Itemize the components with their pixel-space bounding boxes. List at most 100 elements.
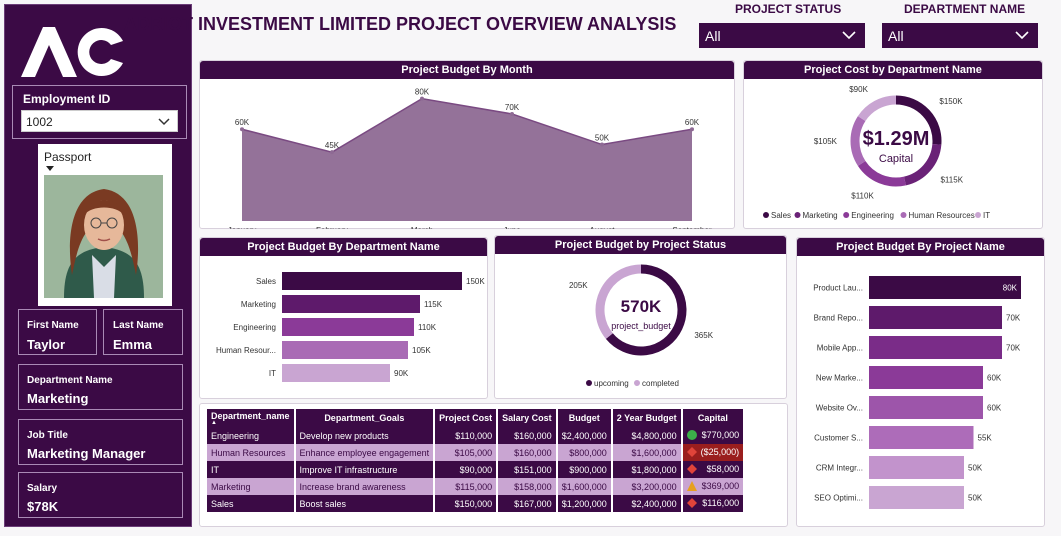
legend-label: upcoming	[594, 379, 629, 388]
table-cell: $4,800,000	[612, 427, 681, 444]
data-point	[690, 127, 694, 132]
table-cell: Marketing	[207, 478, 294, 495]
table-cell: Boost sales	[295, 495, 434, 512]
legend-marker	[634, 380, 640, 386]
job-title-label: Job Title	[27, 430, 68, 441]
slice-label: $115K	[940, 176, 963, 185]
budget-by-month-chart: 60K January 45K February 80K March 70K June 50K A…	[228, 88, 712, 229]
legend-marker	[900, 212, 907, 218]
data-label: 115K	[424, 300, 443, 309]
slice-label: 365K	[694, 331, 713, 340]
bar	[869, 396, 983, 419]
salary-card: Salary $78K	[18, 472, 183, 518]
passport-label: Passport	[44, 150, 92, 164]
table-cell: Enhance employee engagement	[295, 444, 434, 461]
table-cell: $1,600,000	[557, 478, 611, 495]
category-label: IT	[269, 369, 276, 378]
company-logo	[21, 27, 123, 77]
slice-label: $150K	[939, 97, 963, 106]
table-cell: $900,000	[557, 461, 611, 478]
donut-slice	[903, 143, 942, 186]
department-filter[interactable]: All	[882, 23, 1038, 48]
donut-slice	[850, 116, 866, 166]
donut-center-value: $1.29M	[863, 128, 930, 150]
first-name-value: Taylor	[27, 337, 66, 352]
table-cell: Increase brand awareness	[295, 478, 434, 495]
table-header-cell[interactable]: Department_name ▲	[207, 409, 294, 427]
data-point	[330, 150, 334, 155]
bar	[869, 336, 1002, 359]
budget-by-department-title: Project Budget By Department Name	[200, 238, 487, 256]
employment-id-value: 1002	[26, 115, 53, 129]
category-label: Marketing	[241, 300, 276, 309]
department-card: Department Name Marketing	[18, 364, 183, 410]
bar	[282, 295, 420, 313]
data-point	[420, 96, 424, 101]
category-label: Website Ov...	[816, 404, 863, 413]
bar	[869, 456, 964, 479]
budget-by-month-title: Project Budget By Month	[200, 61, 734, 79]
data-label: 60K	[685, 118, 700, 127]
table-header-cell[interactable]: Budget	[557, 409, 611, 427]
job-title-card: Job Title Marketing Manager	[18, 419, 183, 465]
job-title-value: Marketing Manager	[27, 446, 146, 461]
table-cell: $369,000	[682, 478, 744, 495]
passport-photo	[44, 175, 163, 298]
bar	[282, 318, 414, 336]
table-cell: $158,000	[498, 478, 556, 495]
data-label: 50K	[968, 464, 983, 473]
legend-label: Engineering	[851, 211, 894, 220]
table-cell: IT	[207, 461, 294, 478]
department-filter-label: DEPARTMENT NAME	[904, 2, 1026, 16]
budget-by-status-title: Project Budget by Project Status	[495, 236, 786, 254]
x-tick-label: February	[316, 226, 348, 229]
donut-center-label: project_budget	[611, 321, 671, 331]
department-filter-value: All	[888, 28, 904, 44]
slice-label: $90K	[849, 85, 868, 94]
legend-marker	[975, 212, 981, 218]
data-label: 150K	[466, 277, 485, 286]
slice-label: 205K	[569, 281, 588, 290]
last-name-label: Last Name	[113, 320, 164, 331]
budget-by-status-chart: 365K 205K 570K project_budget upcoming comple…	[569, 264, 714, 388]
cost-by-department-chart: $150K $115K $110K $105K $90K $1.29M Capital Sal…	[763, 85, 990, 220]
legend-label: Human Resources	[909, 211, 975, 220]
data-label: 60K	[235, 118, 250, 127]
table-cell: ($25,000)	[682, 444, 744, 461]
employment-id-select[interactable]: 1002	[21, 110, 178, 132]
budget-by-department-chart: Sales 150K Marketing 115K Engineering 110K Hum…	[216, 272, 485, 382]
table-cell: $2,400,000	[557, 427, 611, 444]
table-row: Engineering Develop new products $110,000 $…	[207, 427, 744, 444]
project-status-filter[interactable]: All	[699, 23, 865, 48]
employment-id-label: Employment ID	[23, 92, 111, 106]
area-series	[242, 98, 692, 221]
category-label: Brand Repo...	[814, 314, 863, 323]
table-header-cell[interactable]: 2 Year Budget	[612, 409, 681, 427]
data-label: 70K	[1006, 314, 1021, 323]
area-series-line	[241, 97, 693, 153]
table-cell: $160,000	[498, 444, 556, 461]
table-header-cell[interactable]: Project Cost	[435, 409, 497, 427]
legend-label: Sales	[771, 211, 791, 220]
data-label: 80K	[1003, 284, 1018, 293]
table-cell: Improve IT infrastructure	[295, 461, 434, 478]
table-row: Human Resources Enhance employee engageme…	[207, 444, 744, 461]
table-header-cell[interactable]: Capital	[682, 409, 744, 427]
data-point	[240, 127, 244, 132]
data-label: 110K	[418, 323, 437, 332]
table-header-cell[interactable]: Department_Goals	[295, 409, 434, 427]
project-status-filter-label: PROJECT STATUS	[735, 2, 842, 16]
data-label: 55K	[978, 434, 993, 443]
data-label: 80K	[415, 88, 430, 97]
red-diamond-icon	[686, 497, 697, 510]
table-cell: Develop new products	[295, 427, 434, 444]
bar	[282, 272, 462, 290]
budget-by-project-chart: Product Lau... 80K Brand Repo... 70K Mobile …	[813, 276, 1021, 509]
table-cell: Engineering	[207, 427, 294, 444]
legend-marker	[843, 212, 850, 218]
bar	[869, 486, 964, 509]
budget-by-project-title: Project Budget By Project Name	[797, 238, 1044, 256]
table-header-cell[interactable]: Salary Cost	[498, 409, 556, 427]
category-label: Sales	[256, 277, 276, 286]
